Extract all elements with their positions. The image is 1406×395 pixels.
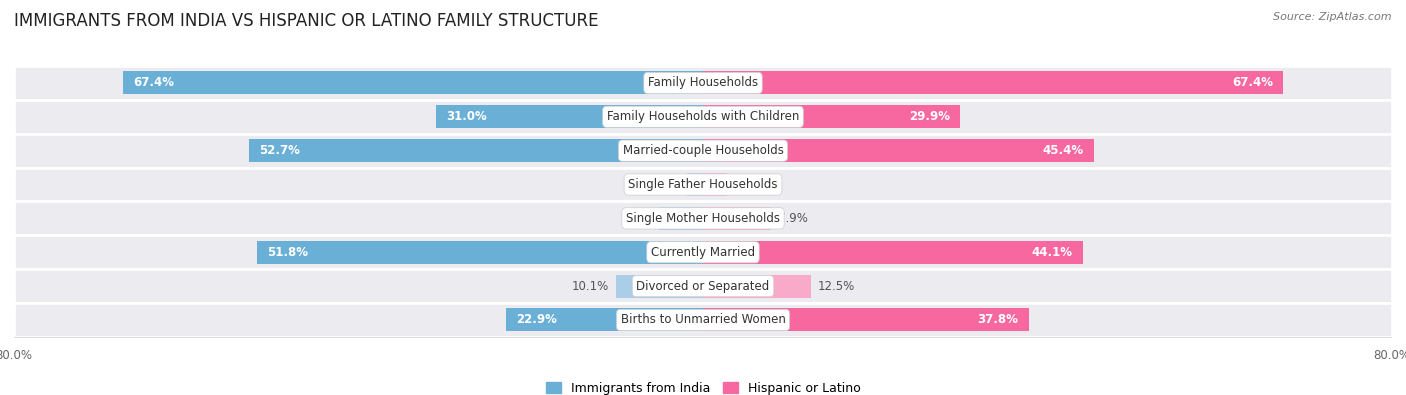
Bar bbox=[257, 241, 703, 264]
Text: Divorced or Separated: Divorced or Separated bbox=[637, 280, 769, 293]
Bar bbox=[14, 134, 1392, 167]
Text: Births to Unmarried Women: Births to Unmarried Women bbox=[620, 314, 786, 326]
Bar bbox=[14, 235, 1392, 269]
Text: 37.8%: 37.8% bbox=[977, 314, 1018, 326]
Bar bbox=[659, 207, 703, 230]
Bar bbox=[14, 201, 1392, 235]
Bar bbox=[703, 241, 1083, 264]
Text: 45.4%: 45.4% bbox=[1042, 144, 1084, 157]
Bar bbox=[703, 173, 727, 196]
Text: IMMIGRANTS FROM INDIA VS HISPANIC OR LATINO FAMILY STRUCTURE: IMMIGRANTS FROM INDIA VS HISPANIC OR LAT… bbox=[14, 12, 599, 30]
Bar bbox=[703, 139, 1094, 162]
Text: 29.9%: 29.9% bbox=[910, 110, 950, 123]
Text: 44.1%: 44.1% bbox=[1032, 246, 1073, 259]
Text: 67.4%: 67.4% bbox=[1232, 77, 1272, 89]
Text: 5.1%: 5.1% bbox=[623, 212, 652, 225]
Text: 52.7%: 52.7% bbox=[260, 144, 301, 157]
Bar bbox=[616, 275, 703, 297]
Text: Single Father Households: Single Father Households bbox=[628, 178, 778, 191]
Text: Single Mother Households: Single Mother Households bbox=[626, 212, 780, 225]
Bar bbox=[14, 66, 1392, 100]
Bar bbox=[122, 71, 703, 94]
Text: Family Households: Family Households bbox=[648, 77, 758, 89]
Bar bbox=[14, 167, 1392, 201]
Legend: Immigrants from India, Hispanic or Latino: Immigrants from India, Hispanic or Latin… bbox=[541, 377, 865, 395]
Bar bbox=[703, 308, 1029, 331]
Text: Currently Married: Currently Married bbox=[651, 246, 755, 259]
Bar bbox=[14, 303, 1392, 337]
Text: 22.9%: 22.9% bbox=[516, 314, 557, 326]
Bar bbox=[703, 275, 811, 297]
Bar bbox=[703, 71, 1284, 94]
Text: 2.8%: 2.8% bbox=[734, 178, 763, 191]
Bar bbox=[14, 100, 1392, 134]
Bar bbox=[436, 105, 703, 128]
Bar bbox=[506, 308, 703, 331]
Bar bbox=[249, 139, 703, 162]
Text: 1.9%: 1.9% bbox=[650, 178, 679, 191]
Text: 31.0%: 31.0% bbox=[446, 110, 486, 123]
Bar bbox=[14, 269, 1392, 303]
Bar bbox=[686, 173, 703, 196]
Text: Family Households with Children: Family Households with Children bbox=[607, 110, 799, 123]
Text: 7.9%: 7.9% bbox=[778, 212, 808, 225]
Text: Married-couple Households: Married-couple Households bbox=[623, 144, 783, 157]
Text: 51.8%: 51.8% bbox=[267, 246, 308, 259]
Text: 12.5%: 12.5% bbox=[817, 280, 855, 293]
Text: Source: ZipAtlas.com: Source: ZipAtlas.com bbox=[1274, 12, 1392, 22]
Text: 67.4%: 67.4% bbox=[134, 77, 174, 89]
Bar bbox=[703, 207, 770, 230]
Text: 10.1%: 10.1% bbox=[572, 280, 609, 293]
Bar bbox=[703, 105, 960, 128]
